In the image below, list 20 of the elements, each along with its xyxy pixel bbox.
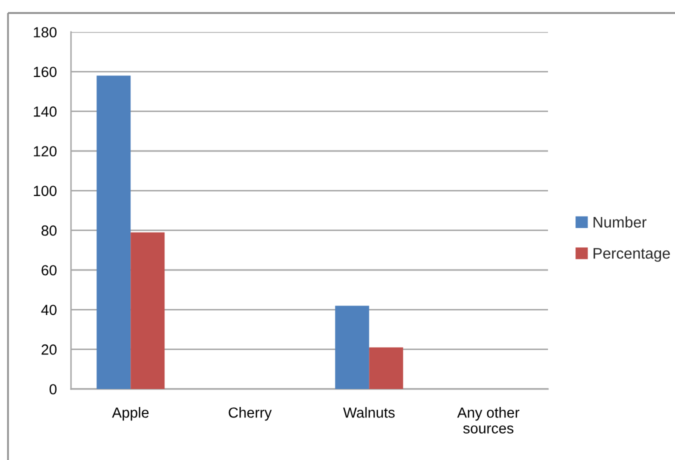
bar [369, 347, 404, 389]
x-tick-label: Any other sources [457, 407, 520, 434]
bar [130, 232, 165, 389]
x-tick-label: Cherry [228, 407, 272, 421]
y-tick-label: 100 [34, 186, 57, 196]
legend-label: Number [594, 216, 646, 228]
y-tick-label: 80 [42, 225, 57, 236]
y-tick-label: 180 [34, 27, 57, 38]
y-tick-label: 40 [41, 304, 57, 316]
y-tick-label: 20 [42, 344, 57, 355]
bar [335, 306, 370, 389]
y-tick-label: 160 [34, 66, 57, 78]
y-tick-label: 120 [34, 146, 57, 156]
y-tick-label: 140 [34, 106, 57, 117]
x-tick-label: Apple [112, 407, 149, 421]
y-tick-label: 0 [50, 384, 57, 394]
y-tick-label: 60 [42, 265, 57, 276]
legend-label: Percentage [594, 248, 670, 262]
bar [96, 76, 131, 389]
x-tick-label: Walnuts [343, 407, 395, 418]
